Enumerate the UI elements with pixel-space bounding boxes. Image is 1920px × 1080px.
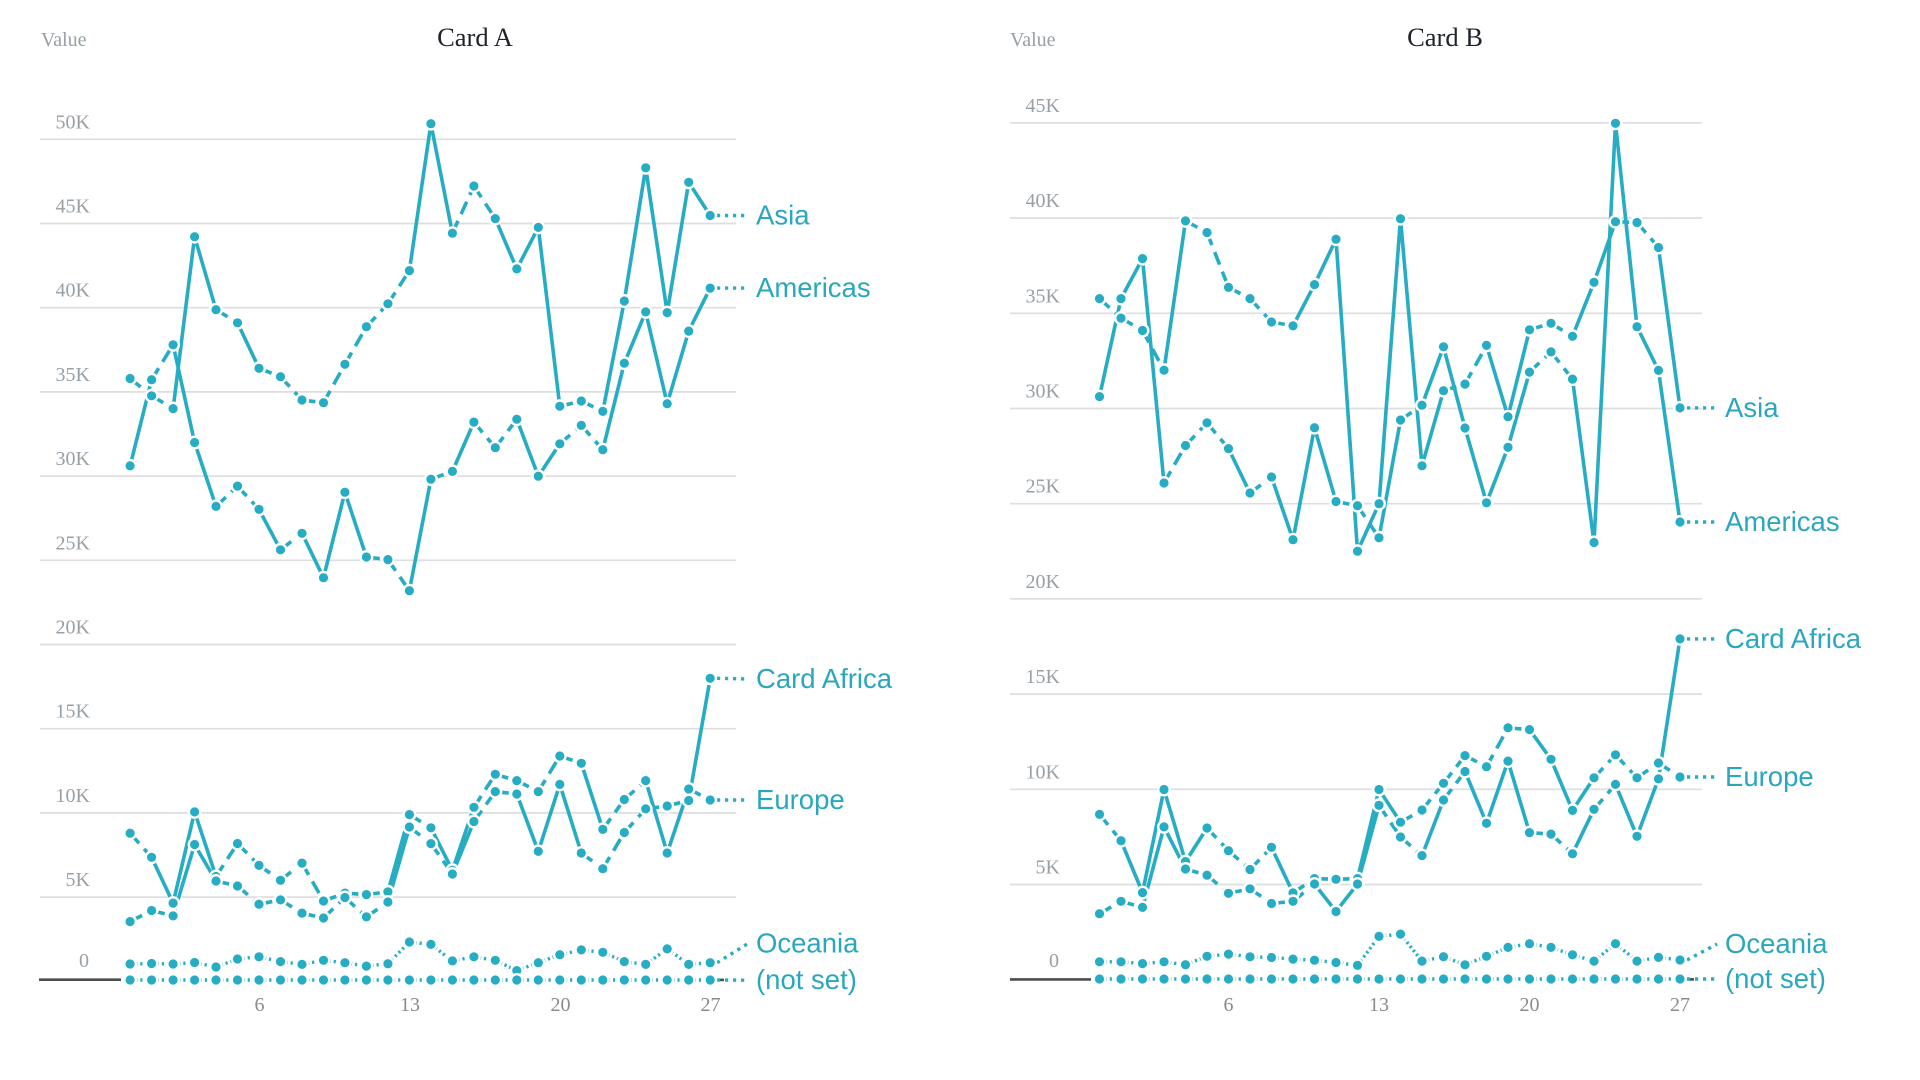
svg-text:13: 13 xyxy=(400,994,420,1016)
svg-text:Asia: Asia xyxy=(756,200,810,231)
svg-text:15K: 15K xyxy=(1026,666,1061,688)
svg-text:0: 0 xyxy=(1049,950,1059,972)
svg-text:6: 6 xyxy=(1224,994,1234,1016)
svg-text:27: 27 xyxy=(1670,994,1690,1016)
svg-text:50K: 50K xyxy=(56,111,91,133)
svg-text:35K: 35K xyxy=(56,364,91,386)
svg-text:13: 13 xyxy=(1369,994,1389,1016)
svg-text:0: 0 xyxy=(79,950,89,972)
svg-text:5K: 5K xyxy=(1036,857,1061,879)
svg-text:Card Africa: Card Africa xyxy=(756,663,893,694)
svg-text:Oceania: Oceania xyxy=(1725,928,1828,959)
svg-text:5K: 5K xyxy=(66,869,91,891)
svg-text:Americas: Americas xyxy=(756,272,871,303)
svg-text:6: 6 xyxy=(255,994,265,1016)
svg-text:Card Africa: Card Africa xyxy=(1725,623,1862,654)
svg-text:40K: 40K xyxy=(56,280,91,302)
svg-text:Oceania: Oceania xyxy=(756,928,859,959)
svg-text:27: 27 xyxy=(701,994,721,1016)
svg-text:Value: Value xyxy=(41,29,87,51)
svg-text:Europe: Europe xyxy=(1725,761,1814,792)
svg-text:Value: Value xyxy=(1010,29,1056,51)
svg-text:10K: 10K xyxy=(1026,761,1061,783)
svg-text:25K: 25K xyxy=(56,532,91,554)
svg-text:Card A: Card A xyxy=(437,22,513,52)
svg-text:30K: 30K xyxy=(56,448,91,470)
svg-text:40K: 40K xyxy=(1026,190,1061,212)
svg-text:20: 20 xyxy=(1520,994,1540,1016)
svg-text:15K: 15K xyxy=(56,701,91,723)
svg-text:45K: 45K xyxy=(1026,95,1061,117)
svg-text:25K: 25K xyxy=(1026,476,1061,498)
svg-text:Americas: Americas xyxy=(1725,506,1840,537)
svg-text:20K: 20K xyxy=(56,617,91,639)
svg-text:35K: 35K xyxy=(1026,285,1061,307)
svg-text:(not set): (not set) xyxy=(756,964,857,995)
svg-text:10K: 10K xyxy=(56,785,91,807)
svg-text:45K: 45K xyxy=(56,196,91,218)
svg-text:20: 20 xyxy=(551,994,571,1016)
svg-text:20K: 20K xyxy=(1026,571,1061,593)
svg-text:Europe: Europe xyxy=(756,784,845,815)
svg-text:(not set): (not set) xyxy=(1725,963,1826,994)
svg-text:30K: 30K xyxy=(1026,381,1061,403)
svg-text:Asia: Asia xyxy=(1725,392,1779,423)
svg-text:Card B: Card B xyxy=(1407,22,1483,52)
